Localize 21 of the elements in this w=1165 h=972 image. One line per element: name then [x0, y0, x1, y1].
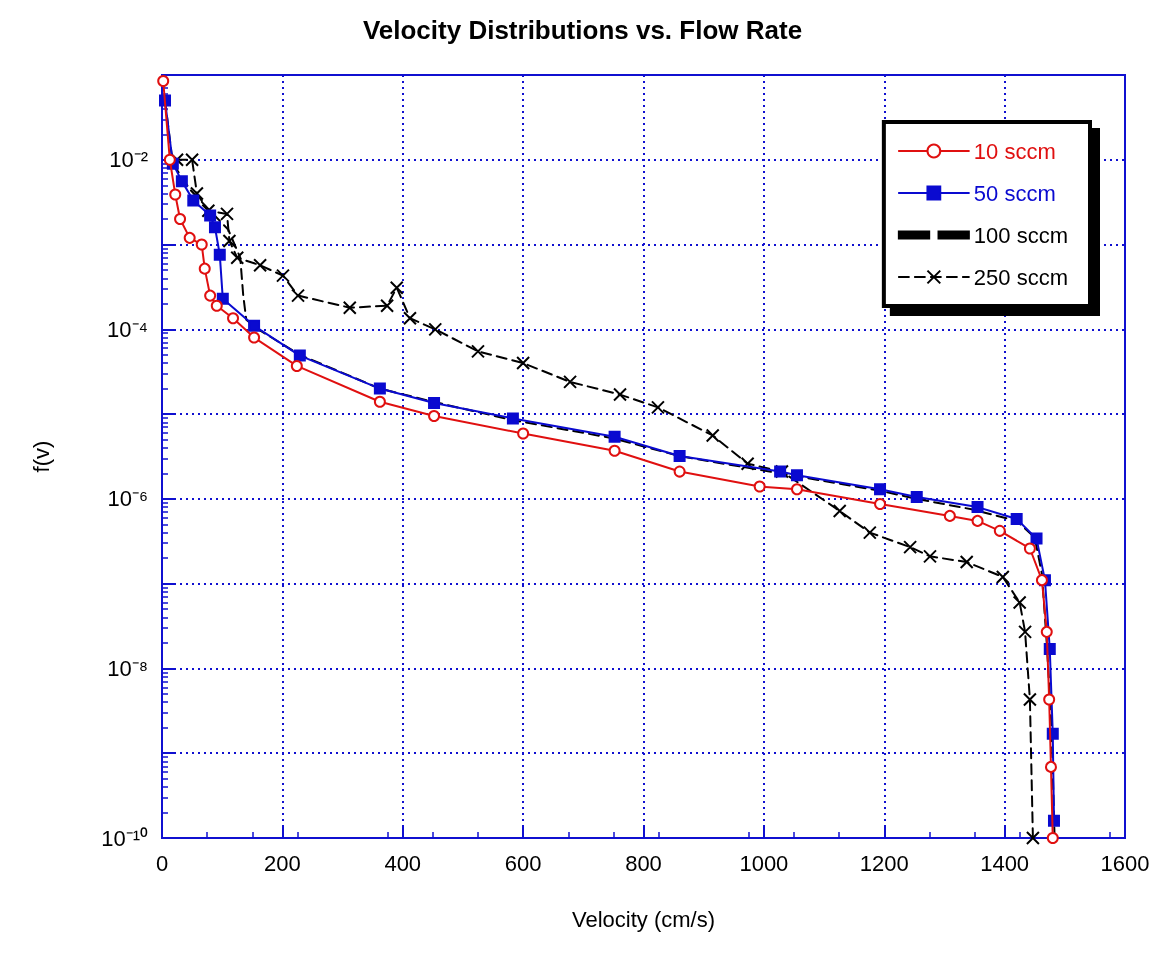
- x-tick-label: 200: [264, 850, 301, 876]
- legend-label: 250 sccm: [973, 264, 1069, 290]
- x-tick-label: 1000: [739, 850, 789, 876]
- x-tick-label: 0: [155, 850, 169, 876]
- legend-label: 10 sccm: [973, 138, 1056, 164]
- y-axis-title: f(v): [28, 440, 54, 473]
- y-tick-label: 10⁻⁶: [107, 486, 148, 512]
- x-tick-label: 400: [384, 850, 422, 876]
- x-axis-title: Velocity (cm/s): [571, 906, 716, 932]
- chart-title: Velocity Distributions vs. Flow Rate: [362, 15, 803, 45]
- y-tick-label: 10⁻²: [109, 147, 148, 173]
- x-tick-label: 1200: [859, 850, 909, 876]
- x-tick-label: 600: [504, 850, 542, 876]
- y-tick-label: 10⁻⁸: [107, 655, 148, 681]
- x-tick-label: 800: [625, 850, 662, 876]
- y-tick-label: 10⁻⁴: [107, 316, 148, 342]
- x-tick-label: 1400: [980, 850, 1030, 876]
- legend-label: 100 sccm: [973, 222, 1069, 248]
- x-tick-label: 1600: [1100, 850, 1150, 876]
- y-tick-label: 10⁻¹⁰: [101, 825, 148, 851]
- legend-label: 50 sccm: [973, 180, 1056, 206]
